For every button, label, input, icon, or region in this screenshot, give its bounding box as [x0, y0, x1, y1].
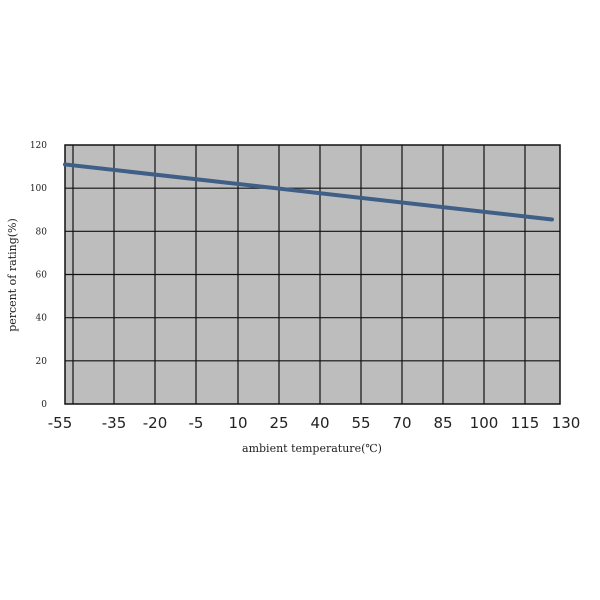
- y-tick-label-120: 120: [30, 141, 47, 151]
- y-tick-label-60: 60: [36, 271, 48, 281]
- series-line-0: [63, 162, 554, 222]
- x-tick-label-70: 70: [392, 414, 411, 432]
- x-tick-label-85: 85: [433, 414, 452, 432]
- x-tick-label--5: -5: [189, 414, 204, 432]
- x-tick-labels: -55 -35 -20 -5 10 25 40 55 70 85 100 115 130: [48, 414, 581, 432]
- plot-border: [64, 144, 561, 405]
- y-tick-label-40: 40: [36, 314, 48, 324]
- x-tick-label--55: -55: [48, 414, 73, 432]
- x-tick-label-100: 100: [470, 414, 499, 432]
- y-axis-label: percent of rating(%): [6, 218, 19, 332]
- horizontal-gridlines: [65, 187, 560, 362]
- y-tick-labels: 0 20 40 60 80 100 120: [30, 141, 47, 410]
- x-tick-label-55: 55: [351, 414, 370, 432]
- x-tick-label--35: -35: [102, 414, 127, 432]
- y-tick-label-80: 80: [36, 227, 48, 237]
- x-tick-label-25: 25: [269, 414, 288, 432]
- x-tick-label-40: 40: [310, 414, 329, 432]
- y-tick-label-100: 100: [30, 184, 47, 194]
- x-axis-label: ambient temperature(℃): [242, 442, 382, 455]
- series-layer: [63, 162, 554, 222]
- x-tick-label-10: 10: [228, 414, 247, 432]
- x-tick-label-130: 130: [552, 414, 581, 432]
- x-tick-label-115: 115: [511, 414, 540, 432]
- x-tick-label--20: -20: [143, 414, 168, 432]
- y-tick-label-20: 20: [36, 357, 48, 367]
- y-tick-label-0: 0: [41, 400, 47, 410]
